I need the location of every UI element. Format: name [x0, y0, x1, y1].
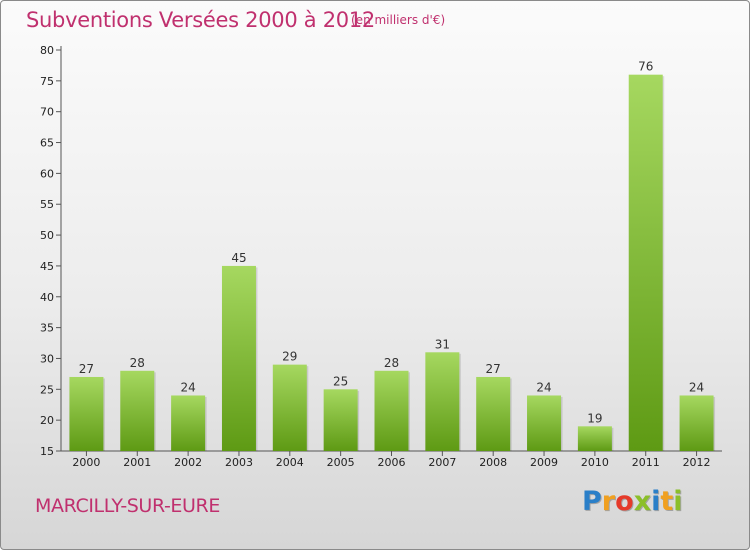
y-tick-label: 25 — [40, 383, 54, 396]
x-tick-label: 2011 — [632, 456, 660, 469]
x-tick-label: 2004 — [276, 456, 304, 469]
logo-letter: t — [660, 486, 674, 517]
bar-value-label: 24 — [536, 380, 551, 394]
y-tick-label: 65 — [40, 137, 54, 150]
x-tick-label: 2010 — [581, 456, 609, 469]
bar — [374, 370, 409, 451]
y-tick-label: 55 — [40, 198, 54, 211]
x-tick-label: 2003 — [225, 456, 253, 469]
y-tick-label: 30 — [40, 352, 54, 365]
y-tick-label: 60 — [40, 167, 54, 180]
x-tick-label: 2000 — [72, 456, 100, 469]
chart-unit: (en milliers d'€) — [351, 13, 446, 27]
chart-data-labels: 27 28 24 45 29 25 28 31 27 24 19 76 24 — [79, 60, 704, 426]
x-tick-label: 2009 — [530, 456, 558, 469]
logo-letter: i — [673, 486, 683, 517]
bar — [425, 352, 460, 451]
logo-letter: x — [633, 486, 652, 517]
y-tick-label: 75 — [40, 75, 54, 88]
bar-value-label: 28 — [130, 356, 145, 370]
y-tick-label: 35 — [40, 322, 54, 335]
chart-title: Subventions Versées 2000 à 2012 — [26, 8, 375, 32]
x-tick-label: 2006 — [378, 456, 406, 469]
bar-value-label: 24 — [180, 380, 195, 394]
bar — [679, 395, 714, 451]
chart-bars — [69, 74, 716, 451]
bar — [323, 389, 358, 451]
y-tick-label: 50 — [40, 229, 54, 242]
x-tick-label: 2002 — [174, 456, 202, 469]
bar — [527, 395, 562, 451]
bar-value-label: 45 — [231, 251, 246, 265]
y-tick-label: 40 — [40, 291, 54, 304]
x-tick-label: 2007 — [428, 456, 456, 469]
y-tick-label: 15 — [40, 445, 54, 458]
bar-value-label: 25 — [333, 374, 348, 388]
bar-value-label: 19 — [587, 411, 602, 425]
bar-value-label: 27 — [486, 362, 501, 376]
x-tick-label: 2012 — [683, 456, 711, 469]
bar-value-label: 27 — [79, 362, 94, 376]
y-tick-label: 20 — [40, 414, 54, 427]
bar — [69, 376, 104, 451]
x-tick-label: 2001 — [123, 456, 151, 469]
logo-letter: r — [601, 486, 616, 517]
bar-value-label: 29 — [282, 350, 297, 364]
bar — [171, 395, 206, 451]
proxiti-logo[interactable]: Proxiti — [582, 486, 683, 517]
bar — [476, 376, 511, 451]
bar — [221, 265, 256, 451]
bar — [577, 426, 612, 451]
x-tick-label: 2005 — [327, 456, 355, 469]
y-tick-label: 70 — [40, 106, 54, 119]
logo-letter: o — [615, 486, 634, 517]
bar-value-label: 28 — [384, 356, 399, 370]
logo-letter: i — [651, 486, 661, 517]
bar-value-label: 76 — [638, 60, 653, 74]
bar-value-label: 31 — [435, 337, 450, 351]
y-tick-label: 80 — [40, 44, 54, 57]
x-tick-label: 2008 — [479, 456, 507, 469]
logo-letter: P — [582, 486, 602, 517]
bar-value-label: 24 — [689, 380, 704, 394]
bar — [120, 370, 155, 451]
bar — [628, 74, 663, 451]
commune-name: MARCILLY-SUR-EURE — [35, 495, 220, 517]
y-tick-label: 45 — [40, 260, 54, 273]
bar — [272, 364, 307, 451]
